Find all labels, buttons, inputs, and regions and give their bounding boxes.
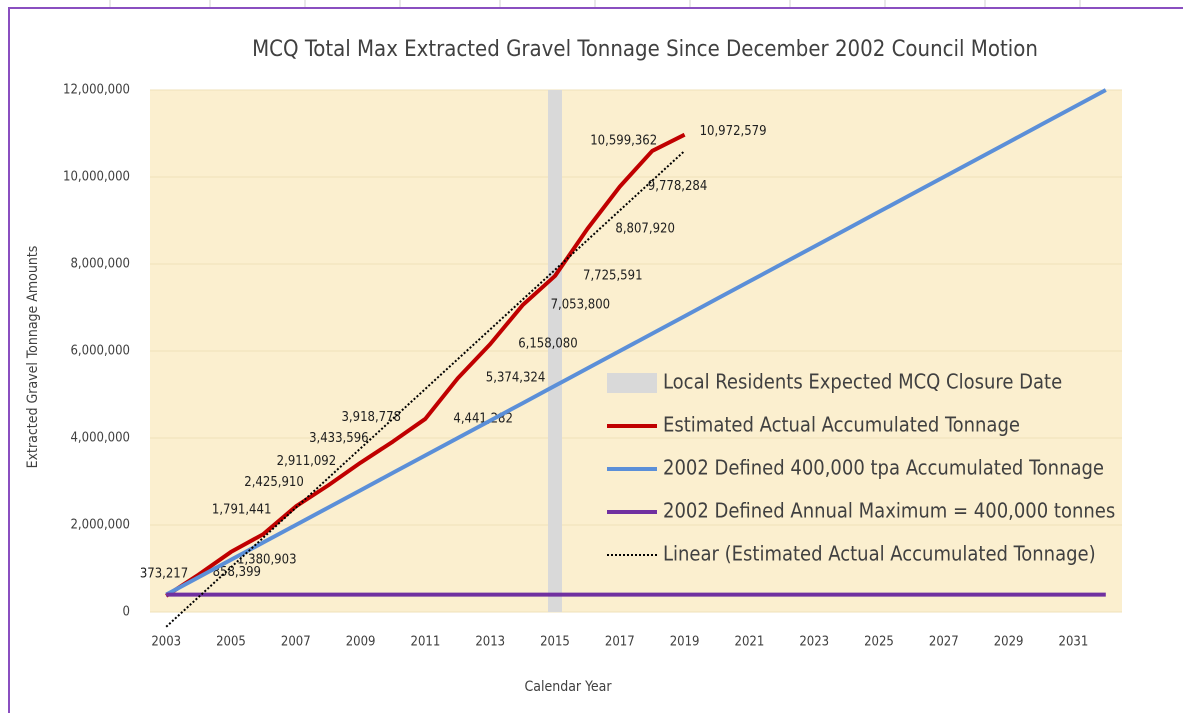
- data-label: 9,778,284: [648, 179, 708, 194]
- sheet-grid: [109, 0, 1081, 8]
- x-axis-title: Calendar Year: [524, 679, 612, 695]
- data-label: 858,399: [213, 565, 261, 580]
- x-tick-label: 2017: [605, 635, 635, 650]
- data-label: 3,918,778: [341, 410, 401, 425]
- data-label: 5,374,324: [486, 371, 546, 386]
- series-line: [165, 88, 1107, 597]
- x-tick-label: 2021: [735, 635, 765, 650]
- data-label: 10,599,362: [590, 133, 657, 148]
- y-tick-label: 6,000,000: [70, 344, 130, 359]
- trend-line: [165, 150, 686, 628]
- x-tick-label: 2019: [670, 635, 700, 650]
- data-label: 10,972,579: [700, 124, 767, 139]
- data-label: 7,725,591: [583, 268, 643, 283]
- x-tick-label: 2009: [346, 635, 376, 650]
- y-tick-label: 2,000,000: [70, 518, 130, 533]
- data-label: 2,425,910: [244, 475, 304, 490]
- data-label: 6,158,080: [518, 337, 578, 352]
- y-tick-label: 8,000,000: [70, 257, 130, 272]
- data-label: 1,380,903: [237, 552, 297, 567]
- x-tick-label: 2029: [994, 635, 1024, 650]
- x-tick-label: 2031: [1059, 635, 1089, 650]
- legend-label: 2002 Defined Annual Maximum = 400,000 to…: [663, 499, 1115, 523]
- x-tick-label: 2025: [864, 635, 894, 650]
- x-tick-label: 2027: [929, 635, 959, 650]
- x-tick-label: 2003: [151, 635, 181, 650]
- data-label: 373,217: [140, 566, 188, 581]
- x-tick-label: 2011: [411, 635, 441, 650]
- data-label: 7,053,800: [551, 298, 611, 313]
- x-tick-label: 2013: [475, 635, 505, 650]
- data-label: 8,807,920: [615, 221, 675, 236]
- legend-swatch: [607, 373, 657, 393]
- legend-label: 2002 Defined 400,000 tpa Accumulated Ton…: [663, 456, 1104, 480]
- legend-label: Local Residents Expected MCQ Closure Dat…: [663, 370, 1062, 394]
- legend-label: Estimated Actual Accumulated Tonnage: [663, 413, 1020, 437]
- y-tick-label: 0: [123, 605, 130, 620]
- series-line: [165, 132, 686, 598]
- y-tick-label: 10,000,000: [63, 170, 130, 185]
- data-label: 1,791,441: [212, 503, 272, 518]
- y-axis-title: Extracted Gravel Tonnage Amounts: [25, 246, 41, 469]
- y-tick-label: 12,000,000: [63, 83, 130, 98]
- data-label: 2,911,092: [277, 454, 337, 469]
- x-tick-label: 2005: [216, 635, 246, 650]
- x-tick-label: 2007: [281, 635, 311, 650]
- x-tick-label: 2023: [799, 635, 829, 650]
- x-tick-label: 2015: [540, 635, 570, 650]
- chart-title: MCQ Total Max Extracted Gravel Tonnage S…: [252, 37, 1038, 62]
- legend-label: Linear (Estimated Actual Accumulated Ton…: [663, 542, 1096, 566]
- y-tick-label: 4,000,000: [70, 431, 130, 446]
- closure-band: [548, 90, 562, 612]
- data-label: 3,433,596: [309, 431, 369, 446]
